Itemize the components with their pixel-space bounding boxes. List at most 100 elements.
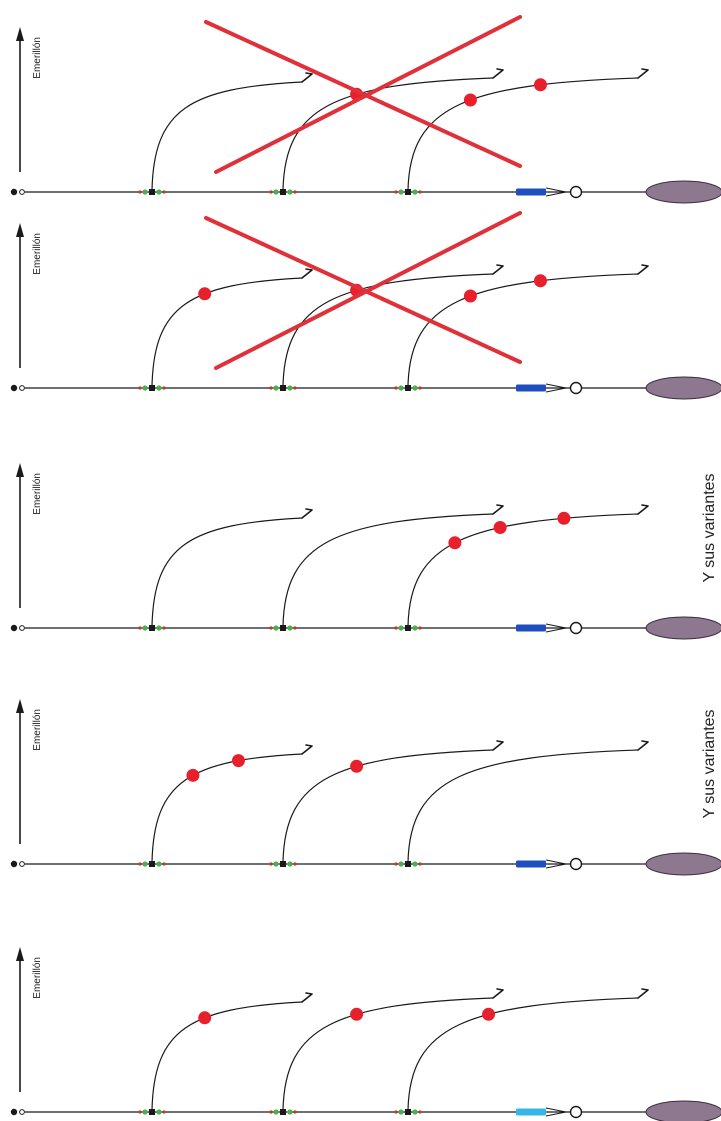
stopper-bead-icon [162,386,166,390]
sinker-icon [645,616,721,640]
knot-icon [280,385,286,391]
snap-icon [545,623,567,633]
knot-icon [405,625,411,631]
knot-icon [405,189,411,195]
leader-line [282,77,494,191]
bead-icon [350,759,364,773]
connector-bead-icon [273,1109,279,1115]
panels-layer: Emerillón Emerillón Emerillón Y sus variant… [10,15,721,1121]
connector-bead-icon [398,385,404,391]
stopper-bead-icon [418,626,422,630]
knot-icon [149,189,155,195]
connector-bead-icon [287,189,293,195]
swivel-icon [516,860,546,868]
stopper-bead-icon [394,190,398,194]
cross-mark-icon [214,15,522,174]
variant-label: Y sus variantes [701,473,718,582]
bead-icon [350,1007,364,1021]
rig-panel: Emerillón [10,15,721,204]
connector-bead-icon [156,861,162,867]
stopper-bead-icon [269,190,273,194]
stopper-bead-icon [418,386,422,390]
connector-bead-icon [287,861,293,867]
rig-panel: Emerillón [10,947,721,1121]
fishing-hook-icon [301,744,313,755]
panel-label: Emerillón [32,233,43,275]
connector-bead-icon [142,189,148,195]
connector-bead-icon [156,385,162,391]
connector-bead-icon [273,861,279,867]
fishing-hook-icon [492,988,504,999]
fishing-hook-icon [301,992,313,1003]
stopper-bead-icon [162,190,166,194]
ring-icon [569,381,583,395]
cross-mark-icon [204,216,522,364]
stopper-bead-icon [138,862,142,866]
arrow-up-icon [16,27,24,41]
bead-icon [557,511,571,525]
bead-icon [493,520,507,534]
stopper-bead-icon [138,626,142,630]
variant-label: Y sus variantes [701,709,718,818]
stopper-bead-icon [162,862,166,866]
arrow-up-icon [16,463,24,477]
connector-bead-icon [156,189,162,195]
ring-icon [569,1105,583,1119]
ring-icon [569,185,583,199]
swivel-icon [516,188,546,196]
bead-icon [533,274,547,288]
cross-mark-icon [204,20,522,168]
swivel-icon [516,1108,546,1116]
connector-bead-icon [287,1109,293,1115]
bead-icon [231,754,245,768]
arrow-up-icon [16,947,24,961]
stopper-bead-icon [162,1110,166,1114]
stopper-bead-icon [394,862,398,866]
knot-icon [405,385,411,391]
leader-line [151,517,303,627]
stopper-bead-icon [138,386,142,390]
bead-icon [533,78,547,92]
sinker-icon [645,180,721,204]
connector-bead-icon [142,625,148,631]
knot-icon [280,1109,286,1115]
rig-panel: Emerillón [10,211,721,400]
knot-icon [149,625,155,631]
cross-mark-icon [214,211,522,370]
stopper-bead-icon [269,386,273,390]
stopper-bead-icon [293,386,297,390]
connector-bead-icon [142,861,148,867]
knot-icon [405,1109,411,1115]
fishing-hook-icon [637,988,649,999]
fishing-hook-icon [301,508,313,519]
swivel-icon [516,624,546,632]
sinker-icon [645,852,721,876]
connector-bead-icon [273,189,279,195]
panel-label: Emerillón [32,37,43,79]
stopper-bead-icon [269,862,273,866]
knot-icon [149,1109,155,1115]
swivel-ring-icon [19,1109,25,1115]
connector-bead-icon [273,625,279,631]
leader-line [151,81,303,191]
stopper-bead-icon [162,626,166,630]
panel-label: Emerillón [32,473,43,515]
leader-line [282,513,494,627]
swivel-ring-icon [19,385,25,391]
fishing-hook-icon [492,740,504,751]
panel-label: Emerillón [32,709,43,751]
snap-icon [545,187,567,197]
fishing-hook-icon [637,68,649,79]
connector-bead-icon [287,385,293,391]
connector-bead-icon [398,1109,404,1115]
leader-line [407,997,639,1111]
knot-icon [149,385,155,391]
connector-bead-icon [273,385,279,391]
swivel-icon [10,624,18,632]
connector-bead-icon [156,625,162,631]
connector-bead-icon [142,1109,148,1115]
sinker-icon [645,376,721,400]
leader-line [407,273,639,387]
leader-line [407,513,639,627]
